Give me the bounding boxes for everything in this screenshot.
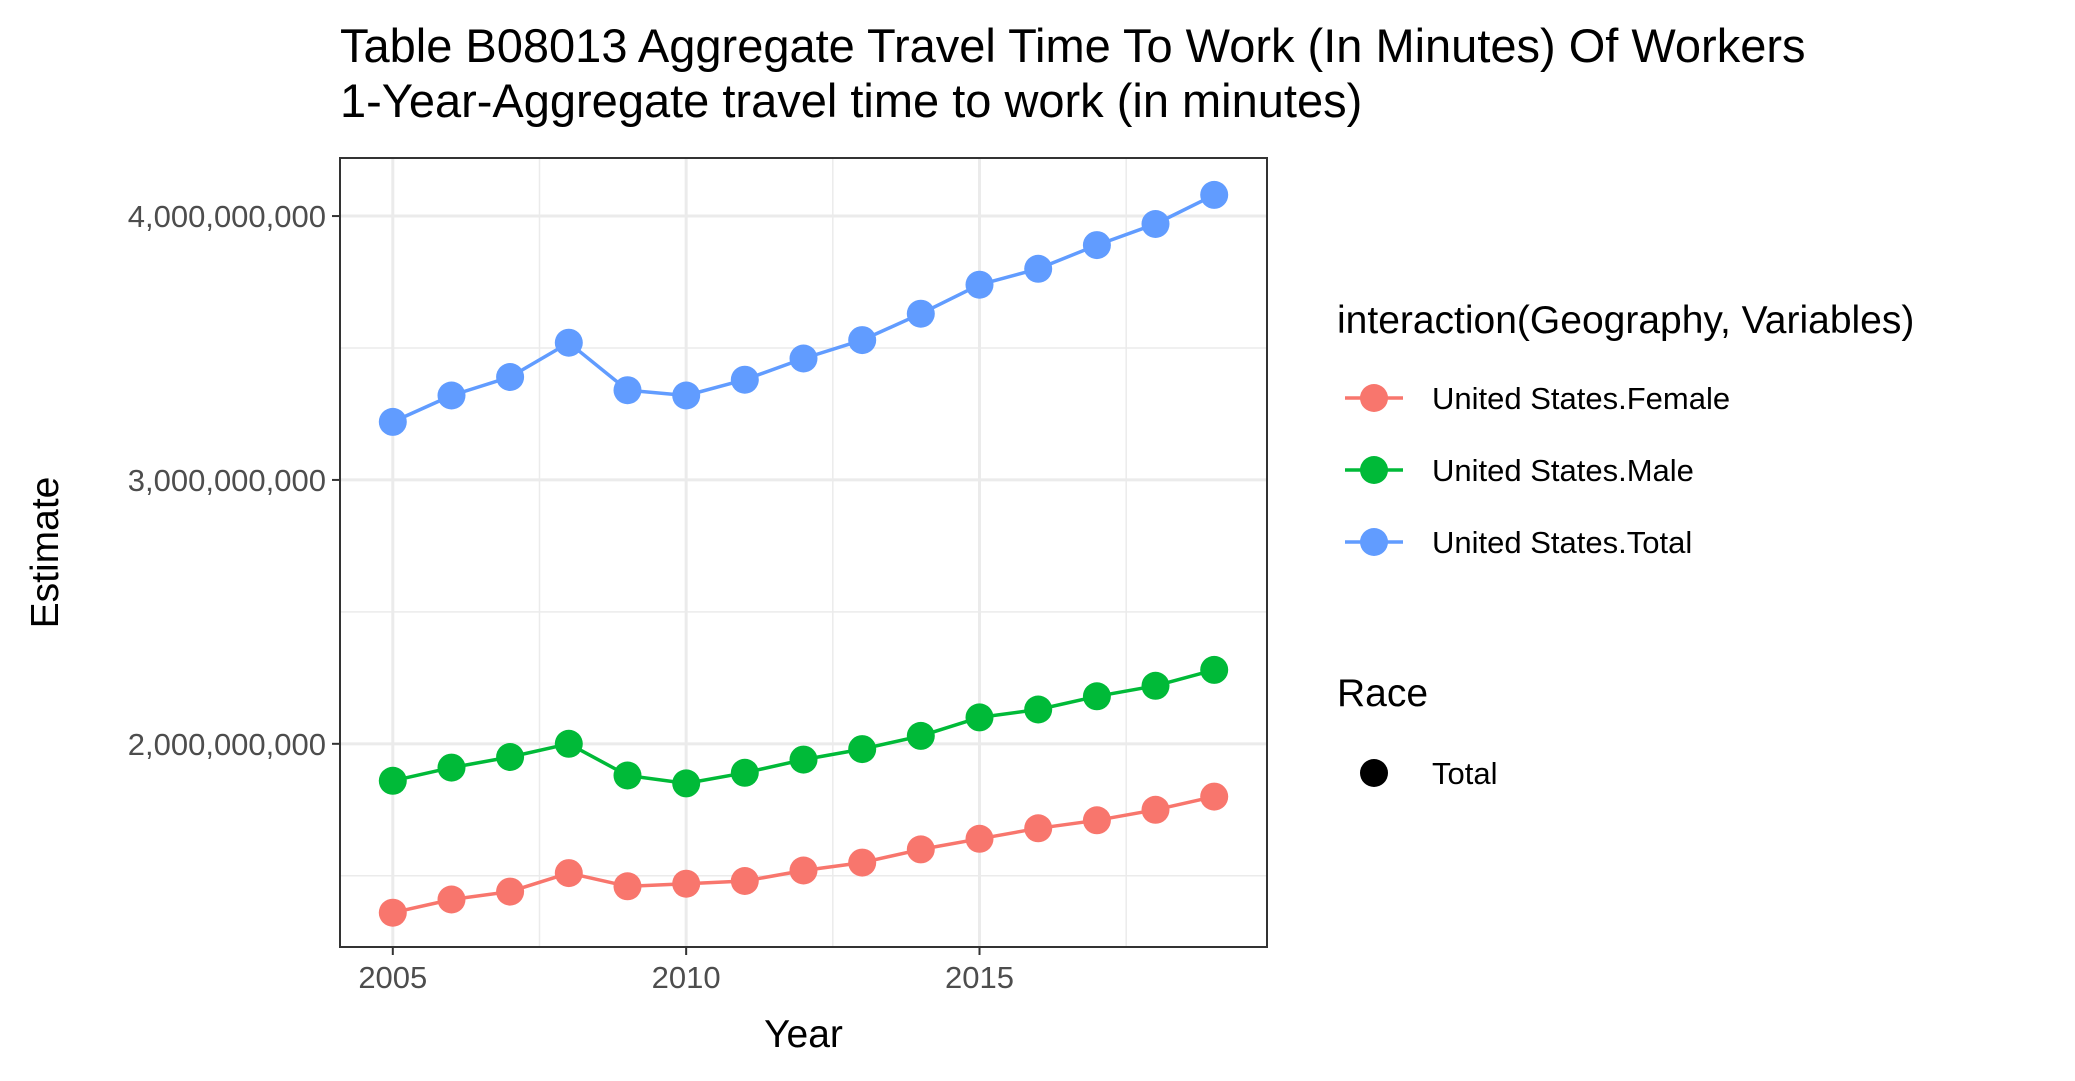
data-point <box>496 363 525 391</box>
data-point <box>378 898 407 927</box>
x-axis-title: Year <box>764 1013 843 1056</box>
data-point <box>554 328 583 357</box>
data-point <box>437 381 466 410</box>
plot-panel-border <box>339 157 1268 948</box>
data-point <box>672 869 701 898</box>
data-point <box>496 877 525 906</box>
y-tick-label: 2,000,000,000 <box>128 727 326 762</box>
data-point <box>672 769 701 798</box>
data-point <box>378 407 407 436</box>
data-point <box>906 721 935 750</box>
data-point <box>789 344 818 373</box>
data-point <box>437 753 466 782</box>
legend-shape-label: Total <box>1432 756 1497 791</box>
legend-label: United States.Female <box>1432 381 1730 416</box>
x-tick-label: 2015 <box>945 960 1014 995</box>
legend-color-title: interaction(Geography, Variables) <box>1337 299 1914 342</box>
legend-key-point <box>1360 384 1388 412</box>
data-point <box>906 835 935 864</box>
data-point <box>1082 231 1111 260</box>
legend-key-point <box>1360 528 1388 556</box>
data-point <box>496 743 525 771</box>
data-point <box>848 326 877 355</box>
series-points <box>378 180 1229 927</box>
data-point <box>848 735 877 764</box>
data-point <box>848 848 877 877</box>
data-point <box>613 872 642 901</box>
data-point <box>965 703 994 732</box>
data-point <box>1082 682 1111 711</box>
legend-shape-title: Race <box>1337 672 1428 715</box>
axis-ticks: 2005 2010 2015 2,000,000,000 3,000,000,000 4,… <box>128 199 1014 995</box>
chart-title: Table B08013 Aggregate Travel Time To Wo… <box>340 19 1806 72</box>
legend-label: United States.Male <box>1432 453 1694 488</box>
data-point <box>1141 210 1170 238</box>
chart-subtitle: 1-Year-Aggregate travel time to work (in… <box>340 74 1362 127</box>
data-point <box>1024 254 1053 283</box>
legend-label: United States.Total <box>1432 525 1692 560</box>
data-point <box>965 270 994 299</box>
data-point <box>378 766 407 795</box>
data-point <box>789 745 818 774</box>
data-point <box>1200 655 1229 684</box>
gridlines <box>340 158 1267 947</box>
data-point <box>1141 795 1170 824</box>
y-tick-label: 4,000,000,000 <box>128 199 326 234</box>
data-point <box>906 299 935 328</box>
series-lines <box>392 193 1215 915</box>
data-point <box>1200 782 1229 811</box>
data-point <box>437 885 466 914</box>
data-point <box>1141 671 1170 700</box>
legend: interaction(Geography, Variables) Race U… <box>1337 299 1914 791</box>
data-point <box>554 859 583 888</box>
y-axis-title: Estimate <box>24 477 67 629</box>
data-point <box>730 867 759 895</box>
data-point <box>1082 806 1111 835</box>
data-point <box>613 376 642 405</box>
data-point <box>1024 695 1053 724</box>
data-point <box>672 381 701 410</box>
y-tick-label: 3,000,000,000 <box>128 463 326 498</box>
legend-shape-key <box>1360 759 1388 787</box>
x-tick-label: 2010 <box>652 960 721 995</box>
data-point <box>730 758 759 787</box>
data-point <box>613 761 642 790</box>
data-point <box>1024 814 1053 843</box>
data-point <box>554 729 583 758</box>
data-point <box>1200 180 1229 209</box>
legend-key-point <box>1360 456 1388 484</box>
data-point <box>965 824 994 853</box>
x-tick-label: 2005 <box>358 960 427 995</box>
data-point <box>730 365 759 394</box>
data-point <box>789 856 818 885</box>
